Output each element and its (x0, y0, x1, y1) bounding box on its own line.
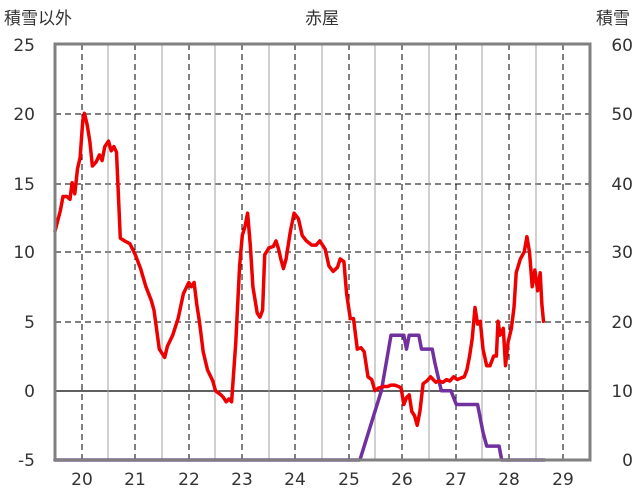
snow-depth-line (53, 333, 547, 462)
left-tick-label: 25 (13, 36, 35, 56)
plot-frame (53, 42, 592, 462)
x-tick-label: 26 (391, 470, 413, 490)
x-tick-label: 20 (71, 470, 93, 490)
left-tick-label: 5 (24, 313, 35, 333)
right-tick-label: 30 (611, 243, 633, 263)
x-tick-label: 23 (231, 470, 253, 490)
right-axis-label: 積雪 (596, 9, 630, 29)
x-tick-label: 25 (338, 470, 360, 490)
x-tick-label: 22 (178, 470, 200, 490)
temperature-line (53, 111, 546, 428)
left-tick-label: 20 (13, 105, 35, 125)
x-tick-label: 24 (284, 470, 306, 490)
left-tick-label: 15 (13, 175, 35, 195)
x-tick-label: 28 (498, 470, 520, 490)
right-tick-label: 50 (611, 105, 633, 125)
right-tick-label: 40 (611, 175, 633, 195)
left-axis-label: 積雪以外 (4, 9, 72, 29)
x-tick-label: 21 (124, 470, 146, 490)
chart-title: 赤屋 (305, 9, 339, 29)
left-tick-label: 10 (13, 243, 35, 263)
right-tick-label: 60 (611, 36, 633, 56)
left-tick-label: -5 (18, 451, 35, 471)
right-tick-label: 20 (611, 313, 633, 333)
x-tick-label: 27 (445, 470, 467, 490)
series-layer (53, 111, 547, 462)
left-tick-label: 0 (24, 382, 35, 402)
x-tick-label: 29 (552, 470, 574, 490)
right-tick-label: 0 (622, 451, 633, 471)
right-tick-label: 10 (611, 382, 633, 402)
